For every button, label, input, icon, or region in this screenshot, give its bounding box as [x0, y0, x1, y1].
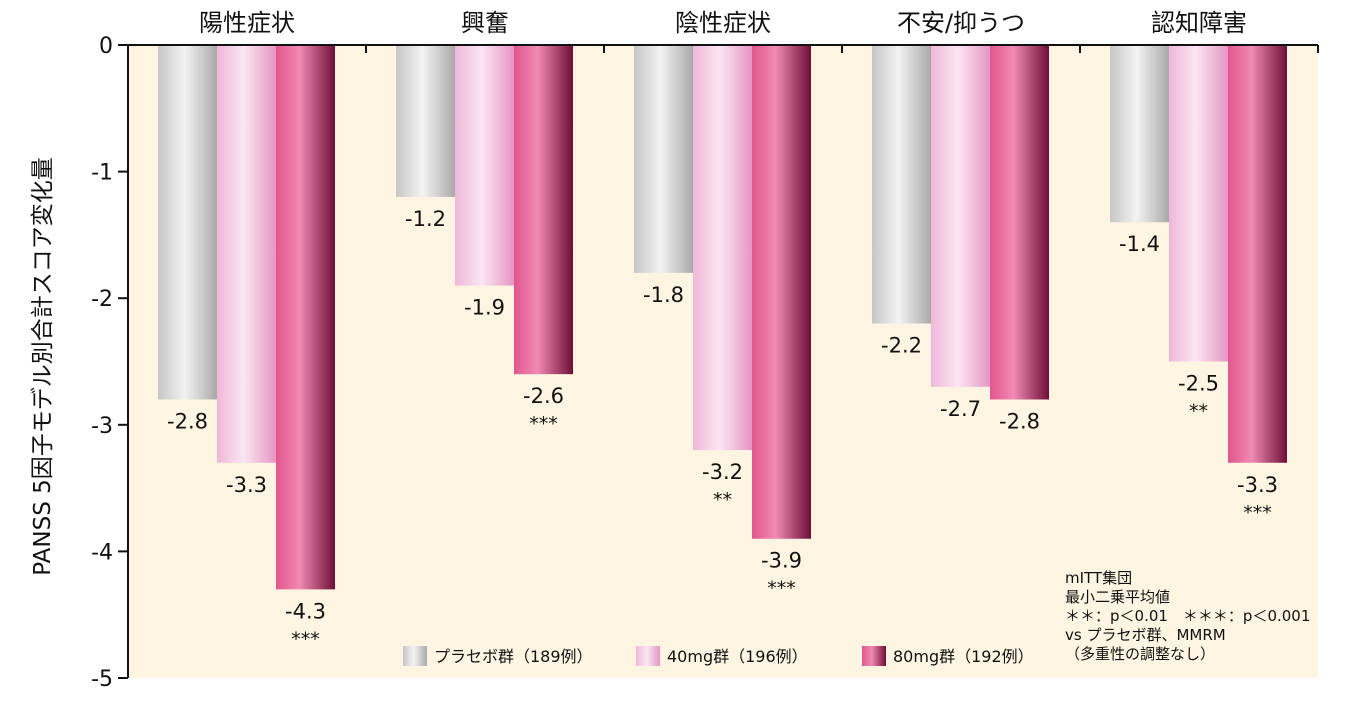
legend-label: プラセボ群（189例） — [434, 647, 593, 666]
bar-placebo-0 — [158, 45, 217, 400]
value-label: -1.9 — [464, 296, 505, 320]
bar-mg40-1 — [455, 45, 514, 286]
y-axis-label: PANSS 5因子モデル別合計スコア変化量 — [30, 157, 56, 575]
value-label: -2.8 — [999, 409, 1040, 433]
category-label: 認知障害 — [1151, 9, 1247, 37]
bar-mg80-4 — [1228, 45, 1287, 463]
bar-mg40-0 — [217, 45, 276, 463]
legend-swatch-mg40 — [636, 646, 660, 666]
bar-mg40-3 — [931, 45, 990, 387]
value-label: -2.6 — [523, 384, 564, 408]
value-label: -1.8 — [643, 283, 684, 307]
significance-label: ** — [713, 489, 732, 511]
value-label: -2.7 — [940, 397, 981, 421]
y-tick-label: -4 — [91, 540, 113, 565]
significance-label: *** — [1243, 502, 1272, 524]
significance-label: *** — [529, 413, 558, 435]
y-tick-label: -1 — [91, 161, 113, 186]
category-label: 陽性症状 — [199, 9, 295, 37]
bar-mg80-1 — [514, 45, 573, 375]
bar-placebo-4 — [1110, 45, 1169, 223]
significance-label: *** — [767, 578, 796, 600]
bar-placebo-3 — [872, 45, 931, 324]
y-tick-label: 0 — [99, 34, 113, 59]
footnote-line: （多重性の調整なし） — [1065, 645, 1215, 663]
footnote-line: ＊＊：p＜0.01 ＊＊＊：p＜0.001 — [1065, 607, 1310, 625]
bar-placebo-1 — [396, 45, 455, 197]
bar-mg80-0 — [276, 45, 335, 590]
value-label: -2.5 — [1178, 372, 1219, 396]
footnote-line: mITT集団 — [1065, 569, 1132, 587]
legend-swatch-mg80 — [862, 646, 886, 666]
bar-mg80-3 — [990, 45, 1049, 400]
footnote-line: 最小二乗平均値 — [1065, 588, 1170, 606]
category-label: 不安/抑うつ — [897, 9, 1025, 37]
value-label: -1.4 — [1119, 232, 1160, 256]
category-label: 興奮 — [461, 9, 509, 37]
value-label: -4.3 — [285, 599, 326, 623]
legend-swatch-placebo — [403, 646, 427, 666]
value-label: -1.2 — [405, 207, 446, 231]
value-label: -2.8 — [167, 409, 208, 433]
significance-label: ** — [1189, 401, 1208, 423]
value-label: -3.3 — [1237, 473, 1278, 497]
bar-mg80-2 — [752, 45, 811, 539]
legend-label: 80mg群（192例） — [893, 647, 1034, 666]
y-tick-label: -5 — [91, 667, 113, 692]
category-label: 陰性症状 — [675, 9, 771, 37]
value-label: -2.2 — [881, 334, 922, 358]
bar-mg40-2 — [693, 45, 752, 451]
y-tick-label: -2 — [91, 287, 113, 312]
y-tick-label: -3 — [91, 414, 113, 439]
bar-placebo-2 — [634, 45, 693, 273]
bar-mg40-4 — [1169, 45, 1228, 362]
value-label: -3.3 — [226, 473, 267, 497]
footnote-line: vs プラセボ群、MMRM — [1065, 626, 1226, 644]
significance-label: *** — [291, 628, 320, 650]
legend-label: 40mg群（196例） — [667, 647, 808, 666]
value-label: -3.9 — [761, 549, 802, 573]
value-label: -3.2 — [702, 460, 743, 484]
